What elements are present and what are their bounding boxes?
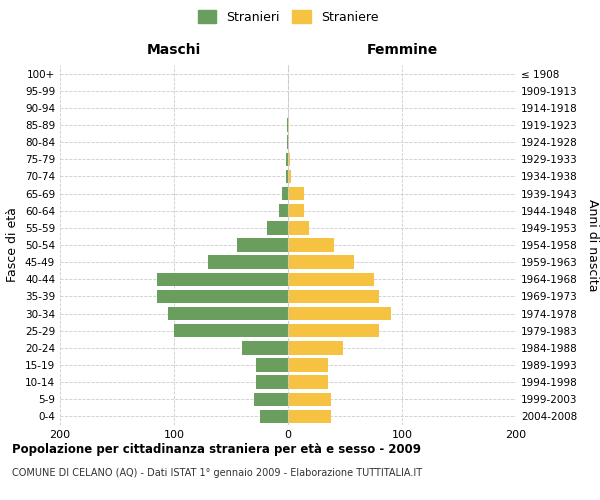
Bar	[260, 410, 288, 423]
Text: Maschi: Maschi	[147, 44, 201, 58]
Bar	[242, 341, 288, 354]
Bar	[157, 290, 288, 303]
Text: Popolazione per cittadinanza straniera per età e sesso - 2009: Popolazione per cittadinanza straniera p…	[12, 442, 421, 456]
Bar	[288, 341, 343, 354]
Text: COMUNE DI CELANO (AQ) - Dati ISTAT 1° gennaio 2009 - Elaborazione TUTTITALIA.IT: COMUNE DI CELANO (AQ) - Dati ISTAT 1° ge…	[12, 468, 422, 477]
Y-axis label: Anni di nascita: Anni di nascita	[586, 198, 599, 291]
Bar	[288, 238, 334, 252]
Bar	[168, 307, 288, 320]
Bar	[256, 376, 288, 389]
Bar	[287, 118, 288, 132]
Bar	[288, 358, 328, 372]
Bar	[208, 256, 288, 269]
Bar	[288, 272, 373, 286]
Bar	[268, 221, 288, 234]
Bar	[286, 152, 288, 166]
Text: Femmine: Femmine	[367, 44, 437, 58]
Bar	[288, 410, 331, 423]
Bar	[288, 118, 289, 132]
Bar	[157, 272, 288, 286]
Bar	[288, 324, 379, 338]
Bar	[287, 136, 288, 149]
Bar	[288, 204, 304, 218]
Legend: Stranieri, Straniere: Stranieri, Straniere	[194, 6, 382, 28]
Bar	[288, 221, 308, 234]
Bar	[283, 187, 288, 200]
Bar	[288, 170, 292, 183]
Bar	[288, 392, 331, 406]
Bar	[288, 290, 379, 303]
Bar	[288, 152, 290, 166]
Bar	[286, 170, 288, 183]
Bar	[288, 136, 289, 149]
Bar	[288, 307, 391, 320]
Y-axis label: Fasce di età: Fasce di età	[7, 208, 19, 282]
Bar	[279, 204, 288, 218]
Bar	[256, 358, 288, 372]
Bar	[288, 376, 328, 389]
Bar	[288, 187, 304, 200]
Bar	[288, 256, 354, 269]
Bar	[254, 392, 288, 406]
Bar	[236, 238, 288, 252]
Bar	[174, 324, 288, 338]
